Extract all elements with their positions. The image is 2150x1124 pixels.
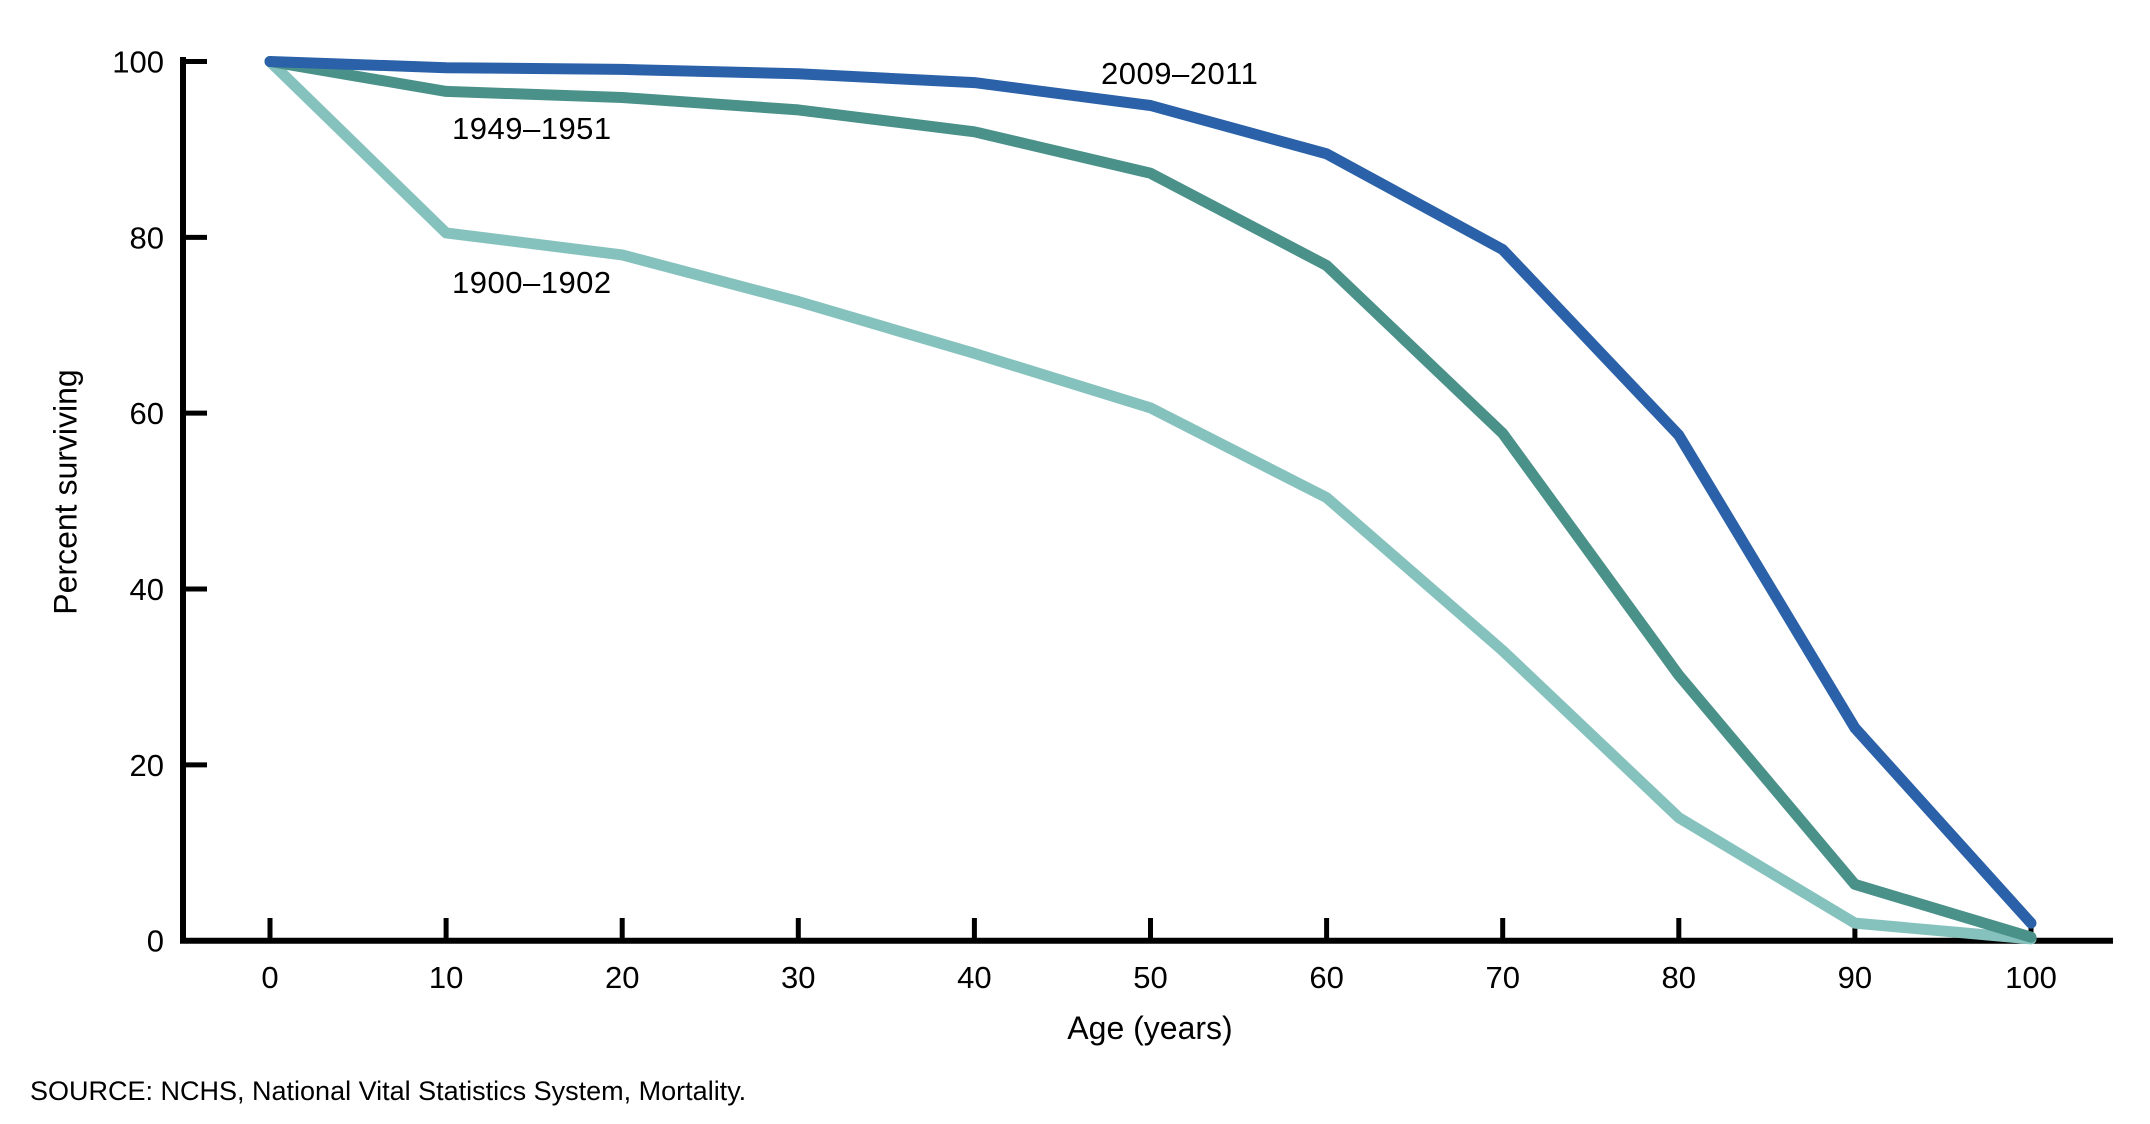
x-tick-label: 70 [1485, 960, 1519, 995]
x-tick-label: 10 [429, 960, 463, 995]
y-tick-label: 60 [130, 396, 164, 431]
curve-2009-2011 [264, 56, 2037, 929]
series-label-1900-1902: 1900–1902 [452, 265, 612, 300]
y-tick-label: 80 [130, 220, 164, 255]
x-tick-label: 20 [605, 960, 639, 995]
y-tick-label: 20 [130, 748, 164, 783]
x-tick-label: 80 [1662, 960, 1696, 995]
x-tick-label: 60 [1309, 960, 1343, 995]
curve-1900-1902 [264, 56, 2037, 945]
curve-1949-1951 [264, 56, 2037, 943]
x-tick-label: 90 [1838, 960, 1872, 995]
series-label-1949-1951: 1949–1951 [452, 111, 612, 146]
x-axis-title: Age (years) [1067, 1010, 1233, 1046]
x-tick-label: 100 [2005, 960, 2057, 995]
series-label-2009-2011: 2009–2011 [1101, 56, 1259, 91]
y-tick-label: 0 [147, 924, 164, 959]
x-tick-label: 0 [261, 960, 278, 995]
y-tick-label: 40 [130, 572, 164, 607]
source-note: SOURCE: NCHS, National Vital Statistics … [30, 1076, 747, 1106]
x-tick-label: 30 [781, 960, 815, 995]
x-tick-label: 40 [957, 960, 991, 995]
x-tick-label: 50 [1133, 960, 1167, 995]
y-axis-title: Percent surviving [47, 369, 84, 615]
y-tick-label: 100 [112, 45, 164, 80]
